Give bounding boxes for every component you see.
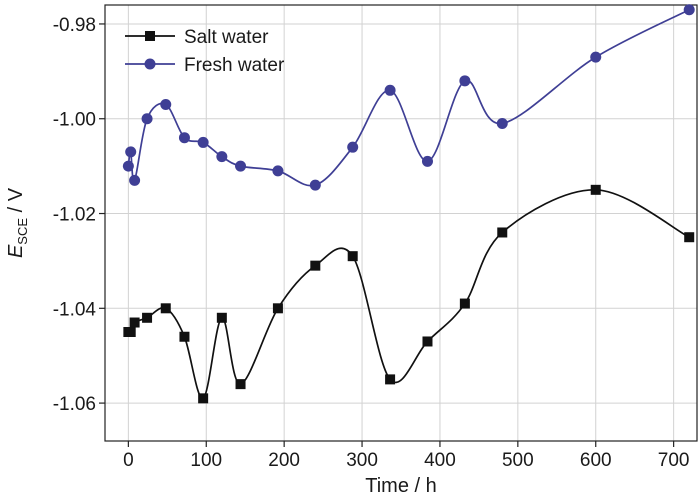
y-tick-label: -0.98 bbox=[53, 15, 96, 36]
x-tick-label: 200 bbox=[268, 450, 300, 471]
x-tick-label: 700 bbox=[658, 450, 690, 471]
y-axis-title-symbol: E bbox=[5, 244, 27, 258]
data-point-circle bbox=[347, 141, 359, 153]
data-point-circle bbox=[178, 132, 190, 144]
legend-marker bbox=[145, 31, 155, 41]
data-point-circle bbox=[496, 117, 508, 129]
y-tick-label: -1.02 bbox=[53, 205, 96, 226]
data-point-square bbox=[142, 312, 153, 323]
data-point-circle bbox=[160, 99, 172, 111]
grid bbox=[105, 5, 697, 441]
data-point-circle bbox=[125, 146, 137, 158]
data-point-square bbox=[459, 298, 470, 309]
x-tick-label: 600 bbox=[580, 450, 612, 471]
data-point-square bbox=[422, 336, 433, 347]
y-axis-title-subscript: SCE bbox=[15, 218, 30, 245]
data-point-circle bbox=[590, 51, 602, 63]
x-axis-title: Time / h bbox=[365, 475, 437, 497]
data-point-square bbox=[125, 327, 136, 337]
x-tick-label: 0 bbox=[123, 450, 134, 471]
data-point-circle bbox=[141, 113, 153, 125]
y-axis-title-unit: / V bbox=[5, 187, 27, 218]
data-point-square bbox=[179, 331, 190, 342]
series-fresh-water bbox=[122, 4, 695, 191]
series bbox=[122, 4, 695, 404]
legend-item: Salt water bbox=[125, 27, 269, 48]
y-tick-label: -1.00 bbox=[53, 110, 96, 131]
svg-text:ESCE / V: ESCE / V bbox=[5, 187, 30, 258]
legend-marker bbox=[144, 58, 156, 70]
series-line bbox=[128, 188, 690, 400]
data-point-square bbox=[310, 260, 321, 271]
data-point-circle bbox=[272, 165, 284, 177]
data-point-circle bbox=[421, 155, 433, 167]
plot-frame bbox=[104, 4, 698, 442]
legend-label: Fresh water bbox=[184, 55, 285, 76]
data-point-square bbox=[235, 379, 246, 390]
x-tick-label: 300 bbox=[346, 450, 378, 471]
data-point-square bbox=[684, 232, 695, 243]
legend-label: Salt water bbox=[184, 27, 269, 48]
data-point-circle bbox=[384, 84, 396, 96]
data-point-circle bbox=[683, 4, 695, 16]
data-point-square bbox=[347, 251, 358, 262]
data-point-square bbox=[198, 393, 209, 404]
data-point-circle bbox=[459, 75, 471, 87]
data-point-square bbox=[216, 312, 227, 323]
y-axis-title: ESCE / V bbox=[5, 187, 30, 258]
data-point-circle bbox=[129, 174, 141, 186]
data-point-square bbox=[129, 317, 140, 328]
legend: Salt water Fresh water bbox=[125, 27, 285, 76]
axis-ticks: -1.06 -1.04 -1.02 -1.00 -0.98 0 100 200 300 400 50… bbox=[53, 15, 690, 471]
data-point-circle bbox=[309, 179, 321, 191]
y-tick-label: -1.04 bbox=[53, 299, 97, 320]
series-salt-water bbox=[123, 184, 695, 404]
data-point-square bbox=[590, 184, 601, 195]
data-point-circle bbox=[235, 160, 247, 172]
data-point-square bbox=[272, 303, 283, 314]
data-point-square bbox=[497, 227, 508, 238]
x-tick-label: 500 bbox=[502, 450, 534, 471]
data-point-square bbox=[160, 303, 171, 314]
legend-item: Fresh water bbox=[125, 55, 285, 76]
data-point-circle bbox=[122, 160, 134, 172]
data-point-circle bbox=[216, 151, 228, 163]
y-tick-label: -1.06 bbox=[53, 394, 96, 415]
data-point-square bbox=[385, 374, 396, 385]
x-tick-label: 400 bbox=[424, 450, 456, 471]
data-point-circle bbox=[197, 136, 209, 148]
x-tick-label: 100 bbox=[190, 450, 222, 471]
